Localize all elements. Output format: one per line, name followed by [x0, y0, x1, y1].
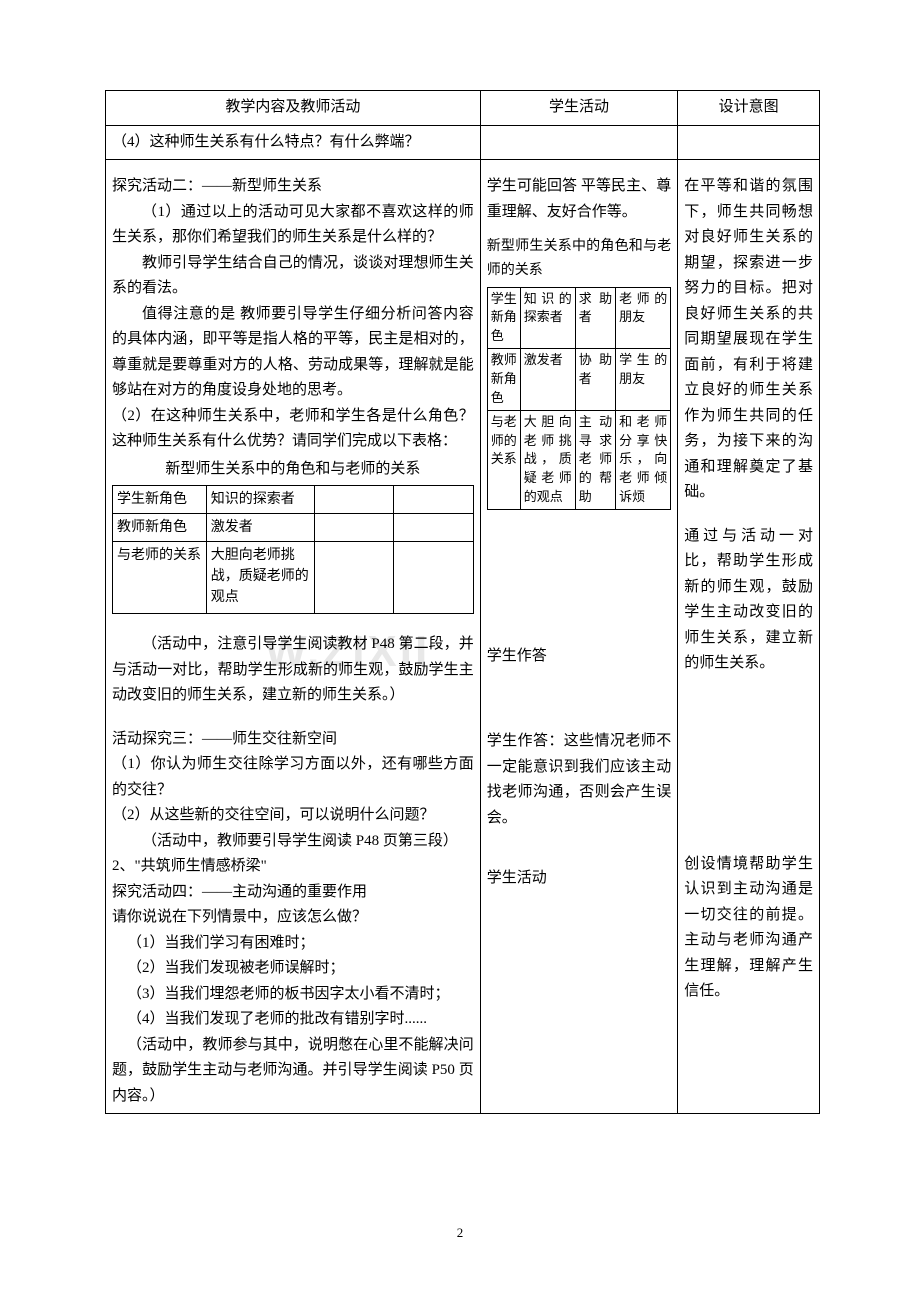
design-main-cell: 在平等和谐的氛围下，师生共同畅想对良好师生关系的期望，探索进一步努力的目标。把对…	[678, 160, 820, 1114]
act4-title: 探究活动四：——主动沟通的重要作用	[112, 880, 474, 906]
student-foot: 学生活动	[487, 866, 671, 892]
it-r2c3	[314, 514, 393, 542]
it-r3c4	[394, 542, 473, 614]
act2-q1: （1）通过以上的活动可见大家都不喜欢这样的师生关系，那你们希望我们的师生关系是什…	[112, 200, 474, 251]
teach-main-cell: 探究活动二：——新型师生关系 （1）通过以上的活动可见大家都不喜欢这样的师生关系…	[106, 160, 481, 1114]
teach-inner-table: 学生新角色 知识的探索者 教师新角色 激发者 与老师的关系 大胆向老师挑战，质疑…	[112, 485, 474, 614]
sit-r1c1: 学生新角色	[487, 287, 520, 349]
sit-r1c4: 老师的朋友	[616, 287, 671, 349]
it-r2c2: 激发者	[206, 514, 314, 542]
it-r3c3	[314, 542, 393, 614]
act2-q2: （2）在这种师生关系中，老师和学生各是什么角色？这种师生关系有什么优势？请同学们…	[112, 404, 474, 455]
it-r3c2: 大胆向老师挑战，质疑老师的观点	[206, 542, 314, 614]
header-teach: 教学内容及教师活动	[106, 91, 481, 126]
it-r2c1: 教师新角色	[113, 514, 207, 542]
table-row: （4）这种师生关系有什么特点？有什么弊端？	[106, 125, 820, 160]
student-ans3: 学生作答：这些情况老师不一定能意识到我们应该主动找老师沟通，否则会产生误会。	[487, 729, 671, 831]
table-row: 探究活动二：——新型师生关系 （1）通过以上的活动可见大家都不喜欢这样的师生关系…	[106, 160, 820, 1114]
act3-note: （活动中，教师要引导学生阅读 P48 页第三段）	[112, 829, 474, 855]
act4-i2: （2）当我们发现被老师误解时；	[112, 956, 474, 982]
table-header-row: 教学内容及教师活动 学生活动 设计意图	[106, 91, 820, 126]
sit-r3c2: 大胆向老师挑战，质疑老师的观点	[520, 410, 575, 509]
section2: 2、"共筑师生情感桥梁"	[112, 854, 474, 880]
act4-i1: （1）当我们学习有困难时；	[112, 931, 474, 957]
sit-r2c2: 激发者	[520, 349, 575, 411]
lesson-plan-table: 教学内容及教师活动 学生活动 设计意图 （4）这种师生关系有什么特点？有什么弊端…	[105, 90, 820, 1114]
sit-r2c4: 学生的朋友	[616, 349, 671, 411]
student-ans2: 学生作答	[487, 644, 671, 670]
it-r1c3	[314, 486, 393, 514]
design-p2: 通过与活动一对比，帮助学生形成新的师生观，鼓励学生主动改变旧的师生关系，建立新的…	[684, 524, 813, 677]
inner-caption: 新型师生关系中的角色和与老师的关系	[112, 457, 474, 483]
design-p3: 创设情境帮助学生认识到主动沟通是一切交往的前提。主动与老师沟通产生理解，理解产生…	[684, 852, 813, 1005]
sit-r1c3: 求助者	[575, 287, 615, 349]
student-ans1: 学生可能回答 平等民主、尊重理解、友好合作等。	[487, 174, 671, 225]
it-r3c1: 与老师的关系	[113, 542, 207, 614]
act2-lead: 教师引导学生结合自己的情况，谈谈对理想师生关系的看法。	[112, 251, 474, 302]
act2-after: （活动中，注意引导学生阅读教材 P48 第二段，并与活动一对比，帮助学生形成新的…	[112, 632, 474, 709]
sit-r3c4: 和老师分享快乐，向老师倾诉烦	[616, 410, 671, 509]
page-number: 2	[0, 1222, 920, 1244]
act4-i4: （4）当我们发现了老师的批改有错别字时......	[112, 1007, 474, 1033]
sit-r1c2: 知识的探索者	[520, 287, 575, 349]
it-r1c4	[394, 486, 473, 514]
teach-q4-text: （4）这种师生关系有什么特点？有什么弊端？	[112, 130, 474, 156]
act4-i3: （3）当我们埋怨老师的板书因字太小看不清时；	[112, 982, 474, 1008]
design-empty-cell	[678, 125, 820, 160]
act3-q2: （2）从这些新的交往空间，可以说明什么问题？	[112, 803, 474, 829]
sit-r2c3: 协助者	[575, 349, 615, 411]
header-design: 设计意图	[678, 91, 820, 126]
header-student: 学生活动	[480, 91, 677, 126]
sit-r2c1: 教师新角色	[487, 349, 520, 411]
student-main-cell: 学生可能回答 平等民主、尊重理解、友好合作等。 新型师生关系中的角色和与老师的关…	[480, 160, 677, 1114]
it-r1c1: 学生新角色	[113, 486, 207, 514]
sit-r3c1: 与老师的关系	[487, 410, 520, 509]
sit-r3c3: 主动寻求老师的帮助	[575, 410, 615, 509]
teach-q4-cell: （4）这种师生关系有什么特点？有什么弊端？	[106, 125, 481, 160]
act3-q1: （1）你认为师生交往除学习方面以外，还有哪些方面的交往？	[112, 752, 474, 803]
act2-title: 探究活动二：——新型师生关系	[112, 174, 474, 200]
student-empty-cell	[480, 125, 677, 160]
student-caption: 新型师生关系中的角色和与老师的关系	[487, 235, 671, 283]
act3-title: 活动探究三：——师生交往新空间	[112, 727, 474, 753]
act4-lead: 请你说说在下列情景中，应该怎么做？	[112, 905, 474, 931]
student-inner-table: 学生新角色 知识的探索者 求助者 老师的朋友 教师新角色 激发者 协助者 学生的…	[487, 287, 671, 510]
act2-note: 值得注意的是 教师要引导学生仔细分析问答内容的具体内涵，即平等是指人格的平等，民…	[112, 302, 474, 404]
act4-after: （活动中，教师参与其中，说明憋在心里不能解决问题，鼓励学生主动与老师沟通。并引导…	[112, 1033, 474, 1110]
it-r1c2: 知识的探索者	[206, 486, 314, 514]
it-r2c4	[394, 514, 473, 542]
design-p1: 在平等和谐的氛围下，师生共同畅想对良好师生关系的期望，探索进一步努力的目标。把对…	[684, 174, 813, 506]
